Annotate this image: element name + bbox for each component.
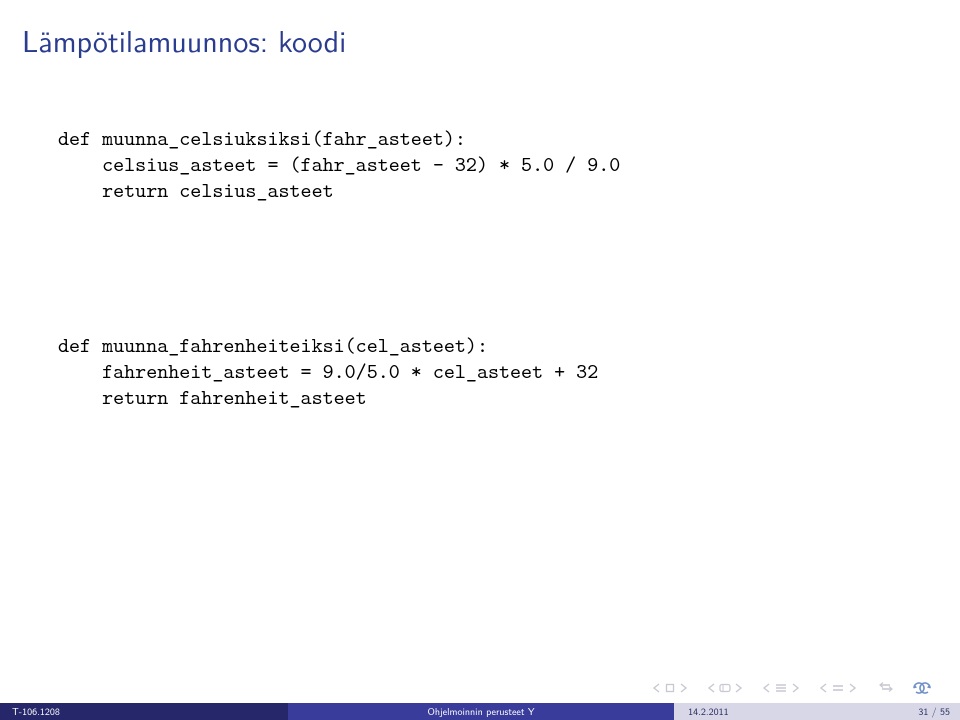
footer-right: 14.2.2011 31 / 55	[674, 703, 960, 720]
nav-next-frame-icon[interactable]	[677, 682, 689, 694]
footer-bar: T-106.1208 Ohjelmoinnin perusteet Y 14.2…	[0, 703, 960, 720]
nav-frame-icon	[664, 682, 676, 694]
nav-subsection-icon	[774, 681, 788, 695]
footer-course-title: Ohjelmoinnin perusteet Y	[288, 703, 674, 720]
nav-prev-appendix-icon[interactable]	[818, 682, 830, 694]
nav-group-section	[706, 682, 744, 694]
nav-appendix-icon	[831, 681, 845, 695]
nav-next-subsection-icon[interactable]	[789, 682, 801, 694]
nav-group-frame	[651, 682, 689, 694]
code-block-2: def muunna_fahrenheiteiksi(cel_asteet): …	[58, 332, 598, 410]
nav-loop-icon[interactable]	[910, 680, 934, 696]
nav-next-appendix-icon[interactable]	[846, 682, 858, 694]
code-block-1: def muunna_celsiuksiksi(fahr_asteet): ce…	[58, 125, 620, 203]
nav-group-appendix	[818, 681, 858, 695]
nav-next-section-icon[interactable]	[732, 682, 744, 694]
footer-course-code: T-106.1208	[0, 703, 288, 720]
nav-bar	[651, 680, 934, 696]
nav-prev-subsection-icon[interactable]	[761, 682, 773, 694]
slide-title: Lämpötilamuunnos: koodi	[22, 18, 346, 62]
nav-group-subsection	[761, 681, 801, 695]
slide: Lämpötilamuunnos: koodi def muunna_celsi…	[0, 0, 960, 720]
nav-prev-frame-icon[interactable]	[651, 682, 663, 694]
nav-back-icon[interactable]	[879, 681, 893, 695]
nav-prev-section-icon[interactable]	[706, 682, 718, 694]
footer-date: 14.2.2011	[688, 703, 729, 720]
nav-section-icon	[719, 682, 731, 694]
footer-page: 31 / 55	[918, 704, 950, 719]
